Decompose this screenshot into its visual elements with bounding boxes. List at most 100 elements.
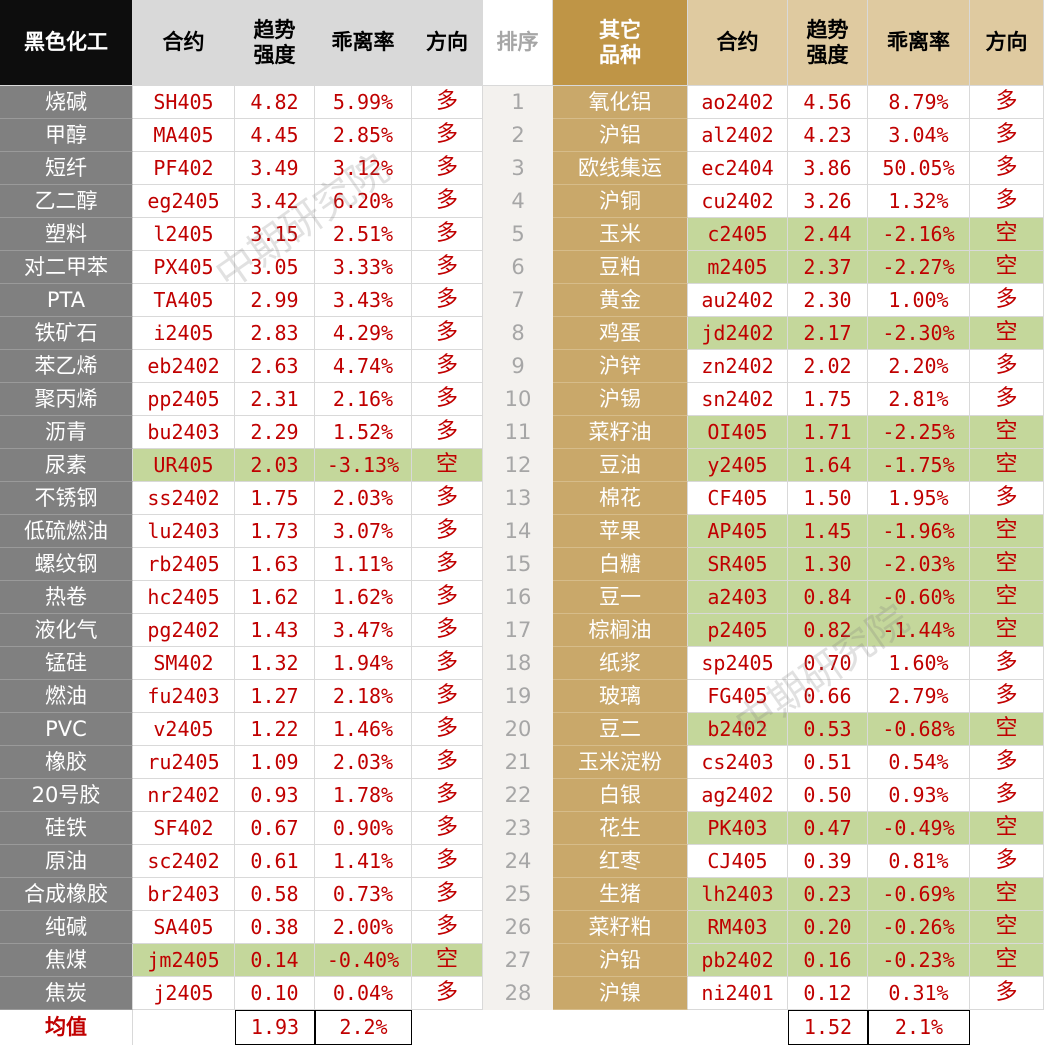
variety-name: 红枣 bbox=[553, 845, 688, 878]
trend-strength: 3.42 bbox=[235, 185, 315, 218]
trend-strength: 2.63 bbox=[235, 350, 315, 383]
deviation: 1.78% bbox=[315, 779, 412, 812]
header-cell: 趋势 强度 bbox=[235, 0, 315, 86]
variety-name: 沪铝 bbox=[553, 119, 688, 152]
header-cell: 合约 bbox=[133, 0, 235, 86]
deviation: 3.12% bbox=[315, 152, 412, 185]
contract: SF402 bbox=[133, 812, 235, 845]
deviation: 1.41% bbox=[315, 845, 412, 878]
header-cell: 其它 品种 bbox=[553, 0, 688, 86]
average-value: 1.93 bbox=[235, 1010, 315, 1045]
direction: 多 bbox=[412, 713, 483, 746]
trend-strength: 1.62 bbox=[235, 581, 315, 614]
contract: lh2403 bbox=[688, 878, 788, 911]
trend-strength: 1.64 bbox=[788, 449, 868, 482]
trend-strength: 4.56 bbox=[788, 86, 868, 119]
trend-strength: 1.32 bbox=[235, 647, 315, 680]
deviation: 8.79% bbox=[868, 86, 970, 119]
rank: 25 bbox=[483, 878, 553, 911]
rank: 18 bbox=[483, 647, 553, 680]
variety-name: 锰硅 bbox=[0, 647, 133, 680]
rank: 11 bbox=[483, 416, 553, 449]
direction: 多 bbox=[970, 845, 1044, 878]
contract: i2405 bbox=[133, 317, 235, 350]
deviation: -1.44% bbox=[868, 614, 970, 647]
trend-strength: 2.02 bbox=[788, 350, 868, 383]
deviation: 2.79% bbox=[868, 680, 970, 713]
direction: 多 bbox=[970, 152, 1044, 185]
trend-strength: 0.50 bbox=[788, 779, 868, 812]
deviation: 2.03% bbox=[315, 746, 412, 779]
trend-strength: 0.51 bbox=[788, 746, 868, 779]
trend-strength: 0.20 bbox=[788, 911, 868, 944]
deviation: 1.32% bbox=[868, 185, 970, 218]
variety-name: 玻璃 bbox=[553, 680, 688, 713]
contract: ru2405 bbox=[133, 746, 235, 779]
trend-strength: 2.29 bbox=[235, 416, 315, 449]
trend-strength: 0.93 bbox=[235, 779, 315, 812]
direction: 空 bbox=[970, 878, 1044, 911]
direction: 多 bbox=[412, 416, 483, 449]
trend-strength: 0.39 bbox=[788, 845, 868, 878]
trend-strength: 1.63 bbox=[235, 548, 315, 581]
deviation: 0.73% bbox=[315, 878, 412, 911]
contract: ec2404 bbox=[688, 152, 788, 185]
direction: 空 bbox=[970, 548, 1044, 581]
direction: 空 bbox=[970, 581, 1044, 614]
contract: y2405 bbox=[688, 449, 788, 482]
contract: eg2405 bbox=[133, 185, 235, 218]
deviation: 2.00% bbox=[315, 911, 412, 944]
contract: SR405 bbox=[688, 548, 788, 581]
deviation: 3.43% bbox=[315, 284, 412, 317]
contract: lu2403 bbox=[133, 515, 235, 548]
deviation: 0.81% bbox=[868, 845, 970, 878]
contract: br2403 bbox=[133, 878, 235, 911]
variety-name: 焦炭 bbox=[0, 977, 133, 1010]
contract: pg2402 bbox=[133, 614, 235, 647]
trend-strength: 0.16 bbox=[788, 944, 868, 977]
deviation: -0.60% bbox=[868, 581, 970, 614]
deviation: -0.49% bbox=[868, 812, 970, 845]
rank: 1 bbox=[483, 86, 553, 119]
direction: 多 bbox=[970, 779, 1044, 812]
contract: UR405 bbox=[133, 449, 235, 482]
deviation: 1.94% bbox=[315, 647, 412, 680]
variety-name: 棕榈油 bbox=[553, 614, 688, 647]
deviation: 0.31% bbox=[868, 977, 970, 1010]
direction: 多 bbox=[970, 482, 1044, 515]
trend-strength: 2.44 bbox=[788, 218, 868, 251]
direction: 多 bbox=[412, 977, 483, 1010]
deviation: 1.52% bbox=[315, 416, 412, 449]
variety-name: 黄金 bbox=[553, 284, 688, 317]
rank: 4 bbox=[483, 185, 553, 218]
contract: RM403 bbox=[688, 911, 788, 944]
variety-name: 苹果 bbox=[553, 515, 688, 548]
trend-strength: 1.09 bbox=[235, 746, 315, 779]
trend-strength: 0.14 bbox=[235, 944, 315, 977]
deviation: 2.20% bbox=[868, 350, 970, 383]
contract: bu2403 bbox=[133, 416, 235, 449]
direction: 多 bbox=[412, 119, 483, 152]
direction: 多 bbox=[970, 977, 1044, 1010]
variety-name: 纯碱 bbox=[0, 911, 133, 944]
header-cell: 乖离率 bbox=[315, 0, 412, 86]
contract: hc2405 bbox=[133, 581, 235, 614]
direction: 多 bbox=[412, 482, 483, 515]
trend-strength: 0.66 bbox=[788, 680, 868, 713]
variety-name: 白银 bbox=[553, 779, 688, 812]
direction: 空 bbox=[412, 449, 483, 482]
rank: 3 bbox=[483, 152, 553, 185]
direction: 空 bbox=[970, 812, 1044, 845]
variety-name: 20号胶 bbox=[0, 779, 133, 812]
variety-name: 纸浆 bbox=[553, 647, 688, 680]
contract: p2405 bbox=[688, 614, 788, 647]
deviation: -2.30% bbox=[868, 317, 970, 350]
rank: 15 bbox=[483, 548, 553, 581]
header-cell: 方向 bbox=[970, 0, 1044, 86]
variety-name: 螺纹钢 bbox=[0, 548, 133, 581]
direction: 多 bbox=[412, 218, 483, 251]
deviation: 3.04% bbox=[868, 119, 970, 152]
variety-name: 欧线集运 bbox=[553, 152, 688, 185]
variety-name: 焦煤 bbox=[0, 944, 133, 977]
